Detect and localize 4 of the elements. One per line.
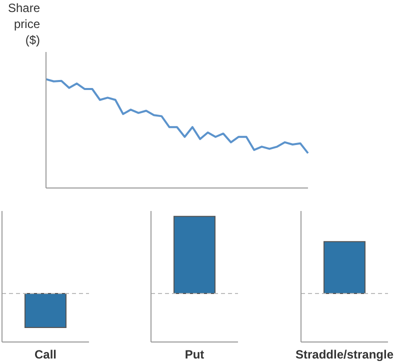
y-axis-title: Share price ($): [6, 0, 40, 48]
x-tick-label: Straddle/strangle: [295, 348, 394, 362]
x-tick-label: Call: [34, 348, 57, 362]
x-tick-label: Put: [184, 348, 204, 362]
